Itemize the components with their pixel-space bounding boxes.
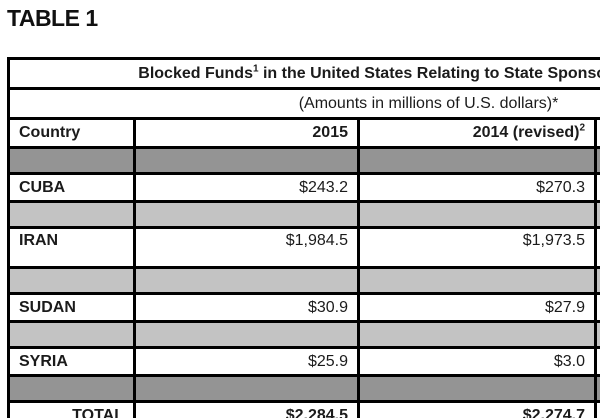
footnote-2-superscript: 2 — [579, 122, 585, 134]
value-2014-cell: $1,973.5 — [357, 226, 597, 269]
spacer-row-light — [7, 200, 600, 229]
table-title-text-rest: in the United States Relating to State S… — [262, 64, 600, 82]
country-cell: SUDAN — [7, 292, 136, 323]
country-cell: IRAN — [7, 226, 136, 269]
table-header-row: Country 2015 2014 (revised)2 — [7, 117, 600, 149]
header-2015: 2015 — [133, 117, 360, 149]
spacer-row-dark — [7, 146, 600, 175]
cropped-cell — [593, 346, 600, 377]
spacer-row-light — [7, 266, 600, 295]
table-title-row: Blocked Funds1 in the United States Rela… — [6, 57, 600, 90]
header-2014: 2014 (revised)2 — [357, 117, 597, 149]
table-row-iran: IRAN $1,984.5 $1,973.5 — [7, 226, 600, 269]
table-subtitle-cell: (Amounts in millions of U.S. dollars)* — [6, 87, 600, 120]
value-2014-cell: $270.3 — [357, 172, 597, 203]
cropped-cell — [593, 400, 600, 418]
total-label-cell: TOTAL — [7, 400, 136, 418]
table-row-syria: SYRIA $25.9 $3.0 — [7, 346, 600, 377]
spacer-row-dark — [7, 374, 600, 403]
header-cropped-column — [593, 117, 600, 149]
header-2014-text: 2014 (revised) — [472, 124, 580, 141]
spacer-row-light — [7, 320, 600, 349]
country-cell: CUBA — [7, 172, 136, 203]
table-title-text: Blocked Funds — [138, 64, 253, 82]
table-row-cuba: CUBA $243.2 $270.3 — [7, 172, 600, 203]
value-2015-cell: $30.9 — [133, 292, 360, 323]
header-country: Country — [7, 117, 136, 149]
table-subtitle-row: (Amounts in millions of U.S. dollars)* — [6, 87, 600, 120]
cropped-cell — [593, 292, 600, 323]
cropped-cell — [593, 172, 600, 203]
blocked-funds-table: Blocked Funds1 in the United States Rela… — [6, 57, 600, 418]
value-2014-cell: $3.0 — [357, 346, 597, 377]
value-2015-cell: $25.9 — [133, 346, 360, 377]
cropped-cell — [593, 226, 600, 269]
table-row-total: TOTAL $2,284.5 $2,274.7 — [7, 400, 600, 418]
value-2014-cell: $27.9 — [357, 292, 597, 323]
table-row-sudan: SUDAN $30.9 $27.9 — [7, 292, 600, 323]
table-title-cell: Blocked Funds1 in the United States Rela… — [6, 57, 600, 90]
footnote-1-superscript: 1 — [252, 63, 259, 75]
page-title: TABLE 1 — [7, 5, 98, 31]
total-2014-cell: $2,274.7 — [357, 400, 597, 418]
value-2015-cell: $243.2 — [133, 172, 360, 203]
value-2015-cell: $1,984.5 — [133, 226, 360, 269]
country-cell: SYRIA — [7, 346, 136, 377]
total-2015-cell: $2,284.5 — [133, 400, 360, 418]
